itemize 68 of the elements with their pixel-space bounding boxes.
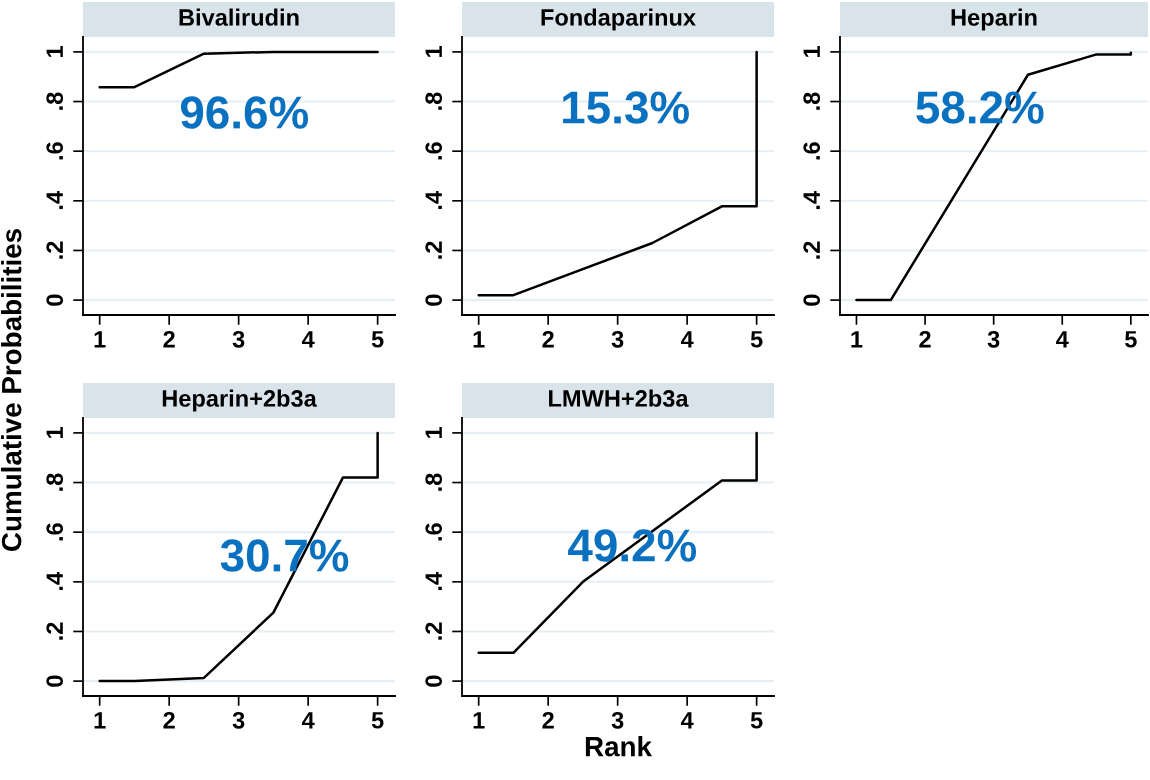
annotation: 15.3% xyxy=(563,91,689,124)
x-tick-label: 3 xyxy=(232,330,245,348)
x-tick-label: 5 xyxy=(1125,331,1137,348)
chart-title: Fondaparinux xyxy=(541,8,696,31)
y-tick-label: 1 xyxy=(425,426,442,438)
y-tick-label: .2 xyxy=(425,622,442,640)
x-tick-label: 4 xyxy=(1056,331,1069,348)
y-tick-label: .6 xyxy=(46,523,64,541)
y-tick-label: .8 xyxy=(425,473,443,491)
x-tick-label: 2 xyxy=(919,330,931,348)
x-tick-label: 1 xyxy=(94,712,106,729)
y-tick-label: .4 xyxy=(46,191,63,210)
y-tick-label: .2 xyxy=(46,622,63,640)
y-axis-title: Cumulative Probabilities xyxy=(1,229,22,551)
y-tick-label: .6 xyxy=(803,142,821,160)
x-tick-label: 1 xyxy=(851,331,863,348)
y-tick-label: .8 xyxy=(46,92,64,110)
chart-title: LMWH+2b3a xyxy=(549,389,689,407)
y-tick-label: 0 xyxy=(46,294,64,306)
x-tick-label: 2 xyxy=(163,330,175,348)
y-tick-label: .2 xyxy=(46,241,63,259)
x-tick-label: 3 xyxy=(232,711,245,729)
line-series xyxy=(477,50,758,297)
y-tick-label: .6 xyxy=(425,142,443,160)
y-tick-label: 0 xyxy=(803,294,821,306)
line-series xyxy=(477,431,758,655)
x-tick-label: 1 xyxy=(94,331,106,348)
x-tick-label: 2 xyxy=(542,330,554,348)
x-tick-label: 3 xyxy=(611,711,624,729)
x-axis-title: Rank xyxy=(585,736,652,757)
y-tick-label: .8 xyxy=(425,92,443,110)
y-tick-label: .2 xyxy=(425,241,442,259)
y-tick-label: 1 xyxy=(46,426,63,438)
y-tick-label: 1 xyxy=(425,45,442,57)
y-tick-label: .8 xyxy=(803,92,821,110)
x-tick-label: 1 xyxy=(473,712,485,729)
y-tick-label: .4 xyxy=(803,191,820,210)
y-tick-label: 1 xyxy=(46,45,63,57)
y-tick-label: .2 xyxy=(803,241,820,259)
x-tick-label: 5 xyxy=(371,331,384,348)
y-tick-label: 1 xyxy=(803,45,820,57)
x-tick-label: 5 xyxy=(371,712,384,729)
y-tick-label: .4 xyxy=(46,572,63,591)
y-tick-label: 0 xyxy=(425,675,443,687)
x-tick-label: 2 xyxy=(542,711,554,729)
x-tick-label: 4 xyxy=(301,331,315,348)
x-tick-label: 3 xyxy=(611,330,624,348)
y-tick-label: 0 xyxy=(425,294,443,306)
x-tick-label: 3 xyxy=(987,330,1000,348)
x-tick-label: 4 xyxy=(680,712,694,729)
y-tick-label: .4 xyxy=(425,191,442,210)
chart-title: Heparin+2b3a xyxy=(162,389,317,412)
y-tick-label: .8 xyxy=(46,473,64,491)
y-tick-label: .4 xyxy=(425,572,442,591)
chart-title: Bivalirudin xyxy=(179,8,299,26)
y-tick-label: 0 xyxy=(46,675,64,687)
x-tick-label: 5 xyxy=(750,712,763,729)
annotation: 96.6% xyxy=(180,96,309,129)
y-tick-label: .6 xyxy=(425,523,443,541)
x-tick-label: 4 xyxy=(680,331,694,348)
line-series xyxy=(98,431,379,683)
x-tick-label: 1 xyxy=(473,331,485,348)
x-tick-label: 4 xyxy=(301,712,315,729)
line-series xyxy=(855,51,1133,302)
chart-title: Heparin xyxy=(951,8,1037,31)
y-tick-label: .6 xyxy=(46,142,64,160)
x-tick-label: 5 xyxy=(750,331,763,348)
x-tick-label: 2 xyxy=(163,711,175,729)
